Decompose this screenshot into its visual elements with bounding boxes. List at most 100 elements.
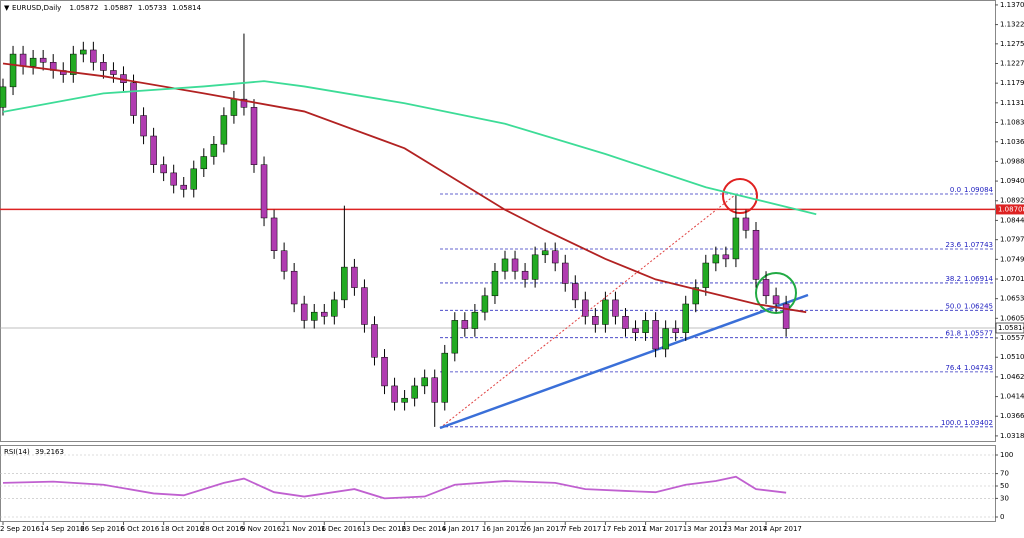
moving-average	[2, 62, 807, 314]
x-tick-label: 9 Nov 2016	[241, 525, 282, 533]
y-tick-label: 1.06530	[1000, 295, 1024, 303]
candle-body	[682, 303, 689, 333]
candle-body	[501, 258, 509, 272]
candle-body	[140, 115, 147, 137]
last-price-label: 1.05814	[998, 324, 1024, 332]
y-tick-label: 1.11310	[1000, 99, 1024, 107]
candle-body	[200, 156, 208, 170]
candle-body	[240, 98, 248, 108]
fib-value: 1.09084	[964, 186, 993, 194]
candle-body	[371, 324, 378, 358]
candle-body	[531, 254, 539, 280]
ohlc-high: 1.05887	[104, 4, 133, 12]
x-tick-label: 26 Jan 2017	[522, 525, 564, 533]
x-tick-label: 26 Sep 2016	[80, 525, 125, 533]
candle-body	[582, 299, 589, 317]
fib-level: 23.6	[945, 241, 961, 249]
x-tick-label: 17 Feb 2017	[602, 525, 646, 533]
candle-body	[622, 316, 629, 329]
candle-body	[762, 279, 770, 297]
fib-value: 1.06245	[964, 302, 993, 310]
x-tick-label: 21 Nov 2016	[281, 525, 326, 533]
symbol: EURUSD,Daily	[12, 4, 61, 12]
ohlc-close: 1.05814	[172, 4, 201, 12]
candle-body	[90, 49, 97, 63]
highlight-circle	[722, 178, 758, 214]
fib-level: 38.2	[945, 275, 961, 283]
candle-body	[421, 377, 428, 387]
rsi-tick-label: 30	[1000, 494, 1009, 502]
rsi-tick-label: 50	[1000, 482, 1009, 490]
rsi-panel	[0, 445, 996, 522]
candle-body	[411, 385, 418, 399]
fib-label: 76.4 1.04743	[945, 364, 993, 372]
candle-body	[632, 328, 639, 333]
candle-body	[612, 299, 619, 317]
fib-level: 100.0	[941, 419, 961, 427]
candle-body	[431, 377, 438, 403]
fib-value: 1.04743	[964, 364, 993, 372]
candle-body	[752, 229, 760, 280]
candle-body	[80, 49, 87, 55]
y-tick-label: 1.13220	[1000, 21, 1024, 29]
y-tick-label: 1.11790	[1000, 79, 1024, 87]
rsi-name: RSI(14)	[4, 448, 30, 456]
candle-body	[341, 266, 348, 301]
candle-body	[270, 217, 278, 251]
rsi-last: 39.2163	[35, 448, 64, 456]
candle-body	[130, 82, 137, 116]
candle-body	[401, 397, 408, 403]
candle-body	[160, 164, 167, 174]
y-tick-label: 1.13700	[1000, 1, 1024, 9]
collapse-icon[interactable]: ▼	[4, 4, 10, 12]
symbol-label: EURUSD,Daily 1.05872 1.05887 1.05733 1.0…	[12, 4, 202, 12]
candle-body	[732, 217, 740, 260]
candle-body	[742, 217, 750, 231]
y-tick-label: 1.12750	[1000, 40, 1024, 48]
y-tick-label: 1.12270	[1000, 60, 1024, 68]
fib-label: 61.8 1.05577	[945, 330, 993, 338]
candle-body	[551, 250, 559, 264]
candle-body	[290, 270, 298, 305]
fib-value: 1.05577	[964, 330, 993, 338]
candle-body	[100, 62, 107, 71]
candle-body	[461, 320, 469, 329]
resistance-tag	[996, 204, 1024, 215]
rsi-line	[2, 475, 787, 500]
candle-body	[772, 295, 780, 305]
candle-body	[441, 352, 449, 403]
moving-average	[2, 80, 817, 216]
y-tick-label: 1.08920	[1000, 197, 1024, 205]
fib-label: 38.2 1.06914	[945, 275, 993, 283]
fib-label: 100.0 1.03402	[941, 419, 993, 427]
candle-body	[300, 303, 308, 321]
candle-body	[0, 86, 7, 108]
candle-body	[331, 299, 338, 317]
candle-body	[210, 143, 218, 157]
candle-body	[642, 320, 649, 333]
x-tick-label: 7 Feb 2017	[562, 525, 601, 533]
x-tick-label: 4 Apr 2017	[763, 525, 802, 533]
candle-body	[351, 266, 358, 288]
x-tick-label: 4 Jan 2017	[442, 525, 480, 533]
x-tick-label: 6 Oct 2016	[120, 525, 159, 533]
candle-body	[19, 53, 27, 67]
candle-body	[692, 287, 700, 305]
y-tick-label: 1.08440	[1000, 216, 1024, 224]
fib-value: 1.07743	[964, 241, 993, 249]
x-tick-label: 23 Dec 2016	[402, 525, 447, 533]
candle-body	[180, 184, 187, 190]
y-tick-label: 1.06050	[1000, 314, 1024, 322]
x-tick-label: 2 Sep 2016	[0, 525, 40, 533]
candle-body	[310, 311, 318, 321]
fib-label: 0.0 1.09084	[950, 186, 994, 194]
candle-body	[250, 107, 258, 165]
rsi-tick-label: 70	[1000, 470, 1009, 478]
y-tick-label: 1.09400	[1000, 177, 1024, 185]
candle-body	[592, 316, 599, 325]
y-tick-label: 1.07010	[1000, 275, 1024, 283]
y-tick-label: 1.09880	[1000, 157, 1024, 165]
main-panel	[0, 0, 996, 442]
fib-label: 23.6 1.07743	[945, 241, 993, 249]
y-tick-label: 1.04140	[1000, 393, 1024, 401]
